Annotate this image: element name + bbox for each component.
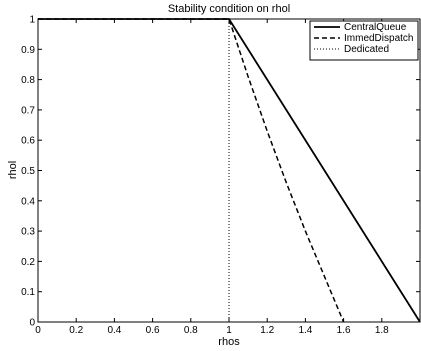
series-line-immeddispatch [38, 18, 345, 323]
y-tick-label: 0.7 [21, 105, 35, 116]
x-tick-label: 1.6 [337, 325, 351, 336]
series-layer [38, 18, 421, 323]
legend-label-centralqueue: CentralQueue [344, 22, 407, 33]
y-tick-label: 0.8 [21, 75, 35, 86]
y-tick-label: 0.3 [21, 227, 35, 238]
y-tick-label: 0.5 [21, 166, 35, 177]
y-tick-label: 0 [29, 318, 35, 329]
y-tick-label: 0.2 [21, 257, 35, 268]
legend-label-immeddispatch: ImmedDispatch [344, 33, 413, 44]
x-tick-label: 0.8 [184, 325, 198, 336]
x-axis-label: rhos [218, 336, 240, 348]
x-tick-label: 0.2 [69, 325, 83, 336]
axis-ticks: 0 0.2 0.4 0.6 0.8 1 1.2 1.4 1.6 1.8 0 0.1 0.2 0.3 0.4 0… [21, 15, 420, 336]
x-tick-label: 0.4 [107, 325, 121, 336]
y-tick-label: 0.1 [21, 287, 35, 298]
x-tick-label: 1.2 [260, 325, 274, 336]
y-tick-label: 0.4 [21, 196, 35, 207]
x-tick-label: 0.6 [146, 325, 160, 336]
y-tick-label: 0.9 [21, 45, 35, 56]
y-tick-label: 0.6 [21, 136, 35, 147]
series-line-dedicated [38, 18, 230, 322]
legend-label-dedicated: Dedicated [344, 44, 389, 55]
y-axis-label: rhol [7, 161, 19, 179]
x-tick-label: 1.8 [375, 325, 389, 336]
chart-title: Stability condition on rhol [168, 3, 290, 15]
x-tick-label: 1 [226, 325, 232, 336]
x-tick-label: 1.4 [298, 325, 312, 336]
x-tick-label: 0 [35, 325, 41, 336]
y-tick-label: 1 [29, 15, 35, 26]
